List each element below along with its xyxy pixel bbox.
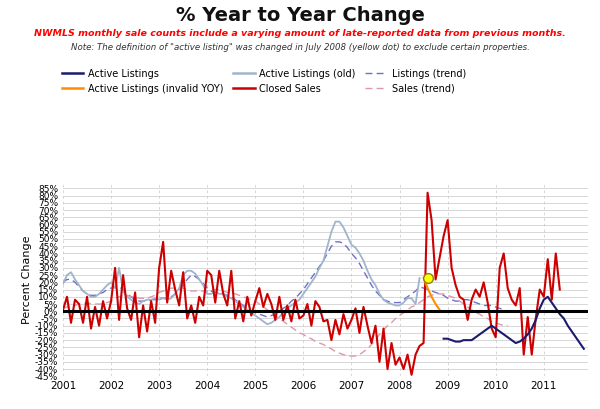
Y-axis label: Percent Change: Percent Change (22, 236, 32, 324)
Legend: Active Listings, Active Listings (invalid YOY), Active Listings (old), Closed Sa: Active Listings, Active Listings (invali… (58, 65, 470, 97)
Text: Note: The definition of "active listing" was changed in July 2008 (yellow dot) t: Note: The definition of "active listing"… (71, 43, 529, 52)
Text: NWMLS monthly sale counts include a varying amount of late-reported data from pr: NWMLS monthly sale counts include a vary… (34, 29, 566, 38)
Text: % Year to Year Change: % Year to Year Change (176, 6, 424, 25)
